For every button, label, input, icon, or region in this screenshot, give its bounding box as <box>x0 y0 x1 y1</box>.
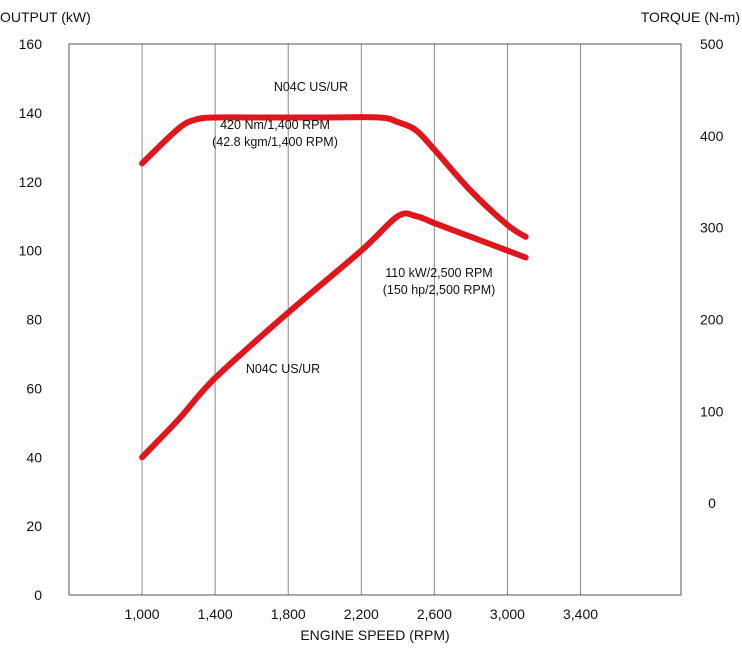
x-tick-label: 1,000 <box>125 606 160 622</box>
right-axis-ticks: 0 100 200 300 400 500 <box>700 36 724 511</box>
left-y-tick-label: 140 <box>19 105 43 121</box>
right-y-tick-label: 0 <box>708 495 716 511</box>
right-y-tick-label: 300 <box>700 220 724 236</box>
curves <box>139 114 529 461</box>
output-peak-annotation-line2: (150 hp/2,500 RPM) <box>383 283 496 297</box>
x-tick-label: 3,000 <box>490 606 525 622</box>
x-tick-label: 1,400 <box>198 606 233 622</box>
x-axis-title: ENGINE SPEED (RPM) <box>300 627 449 643</box>
right-y-tick-label: 100 <box>700 403 724 419</box>
left-y-tick-label: 40 <box>26 449 42 465</box>
right-y-tick-label: 400 <box>700 128 724 144</box>
torque-curve-line <box>139 114 529 240</box>
right-axis-title: TORQUE (N-m) <box>641 9 740 25</box>
x-tick-label: 1,800 <box>271 606 306 622</box>
x-tick-label: 2,600 <box>417 606 452 622</box>
torque-curve-label: N04C US/UR <box>274 80 348 94</box>
left-y-tick-label: 0 <box>34 587 42 603</box>
vertical-gridlines <box>141 44 582 595</box>
left-y-tick-label: 20 <box>26 518 42 534</box>
x-tick-label: 3,400 <box>563 606 598 622</box>
x-tick-label: 2,200 <box>344 606 379 622</box>
output-curve-label: N04C US/UR <box>246 362 320 376</box>
left-y-tick-label: 120 <box>19 174 43 190</box>
left-axis-title: OUTPUT (kW) <box>0 9 91 25</box>
left-y-tick-label: 80 <box>26 312 42 328</box>
left-y-tick-label: 100 <box>19 243 43 259</box>
left-y-tick-label: 160 <box>19 36 43 52</box>
x-axis-ticks: 1,000 1,400 1,800 2,200 2,600 3,000 3,400 <box>125 606 599 622</box>
torque-peak-annotation-line1: 420 Nm/1,400 RPM <box>220 118 330 132</box>
plot-frame <box>68 43 682 596</box>
right-y-tick-label: 200 <box>700 312 724 328</box>
torque-peak-annotation-line2: (42.8 kgm/1,400 RPM) <box>212 135 338 149</box>
output-peak-annotation-line1: 110 kW/2,500 RPM <box>385 266 492 280</box>
output-curve-line <box>139 210 529 461</box>
right-y-tick-label: 500 <box>700 36 724 52</box>
left-y-tick-label: 60 <box>26 380 42 396</box>
left-axis-ticks: 0 20 40 60 80 100 120 140 160 <box>19 36 43 603</box>
